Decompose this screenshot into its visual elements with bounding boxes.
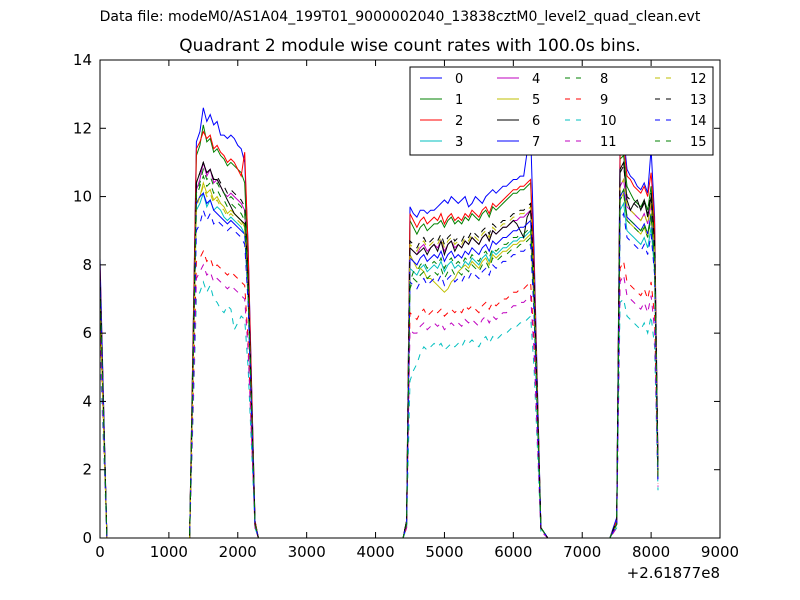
axis-ticks: 0 1000 2000 3000 4000 5000 6000 7000 8000 9000 0 2 4…	[73, 51, 739, 561]
series-lines	[99, 107, 659, 539]
series-line-2	[99, 130, 659, 539]
y-tick-label: 2	[82, 461, 92, 479]
y-tick-label: 6	[82, 324, 92, 342]
series-line-3	[99, 191, 659, 539]
x-tick-label: 1000	[150, 543, 188, 561]
legend-label-9: 9	[600, 93, 608, 108]
legend-label-15: 15	[690, 135, 707, 150]
y-tick-label: 4	[82, 392, 92, 410]
legend-label-8: 8	[600, 72, 608, 87]
series-line-4	[99, 162, 659, 539]
x-offset-label: +2.61877e8	[627, 564, 720, 582]
x-tick-label: 9000	[701, 543, 739, 561]
legend-label-7: 7	[532, 135, 540, 150]
series-line-14	[99, 208, 659, 539]
y-tick-label: 12	[73, 119, 92, 137]
series-line-8	[99, 174, 659, 539]
x-tick-label: 6000	[494, 543, 532, 561]
legend-label-5: 5	[532, 93, 540, 108]
legend-label-3: 3	[455, 135, 463, 150]
series-line-12	[99, 177, 659, 539]
x-tick-label: 5000	[425, 543, 463, 561]
y-tick-label: 10	[73, 188, 92, 206]
legend-label-1: 1	[455, 93, 463, 108]
legend-label-6: 6	[532, 114, 540, 129]
legend-label-10: 10	[600, 114, 617, 129]
series-line-13	[99, 160, 659, 539]
legend-label-11: 11	[600, 135, 617, 150]
legend-frame	[409, 66, 714, 156]
series-line-0	[99, 107, 659, 539]
series-line-11	[99, 263, 659, 539]
x-tick-label: 7000	[563, 543, 601, 561]
legend-label-4: 4	[532, 72, 540, 87]
x-tick-label: 0	[95, 543, 105, 561]
legend-label-2: 2	[455, 114, 463, 129]
y-tick-label: 0	[82, 529, 92, 547]
legend-label-0: 0	[455, 72, 463, 87]
legend-label-14: 14	[690, 114, 707, 129]
figure-suptitle: Data file: modeM0/AS1A04_199T01_90000020…	[99, 9, 701, 25]
x-tick-label: 2000	[219, 543, 257, 561]
y-tick-label: 14	[73, 51, 92, 69]
series-line-10	[99, 280, 659, 539]
series-line-7	[99, 188, 659, 539]
x-tick-label: 3000	[288, 543, 326, 561]
legend-label-13: 13	[690, 93, 707, 108]
series-line-9	[99, 249, 659, 539]
y-tick-label: 8	[82, 256, 92, 274]
x-tick-label: 4000	[356, 543, 394, 561]
chart-title: Quadrant 2 module wise count rates with …	[179, 36, 641, 56]
x-tick-label: 8000	[632, 543, 670, 561]
series-line-1	[99, 124, 659, 539]
series-line-6	[99, 160, 659, 539]
series-line-15	[99, 167, 659, 539]
series-line-5	[99, 181, 659, 539]
plot-frame	[99, 59, 721, 539]
legend-label-12: 12	[690, 72, 707, 87]
